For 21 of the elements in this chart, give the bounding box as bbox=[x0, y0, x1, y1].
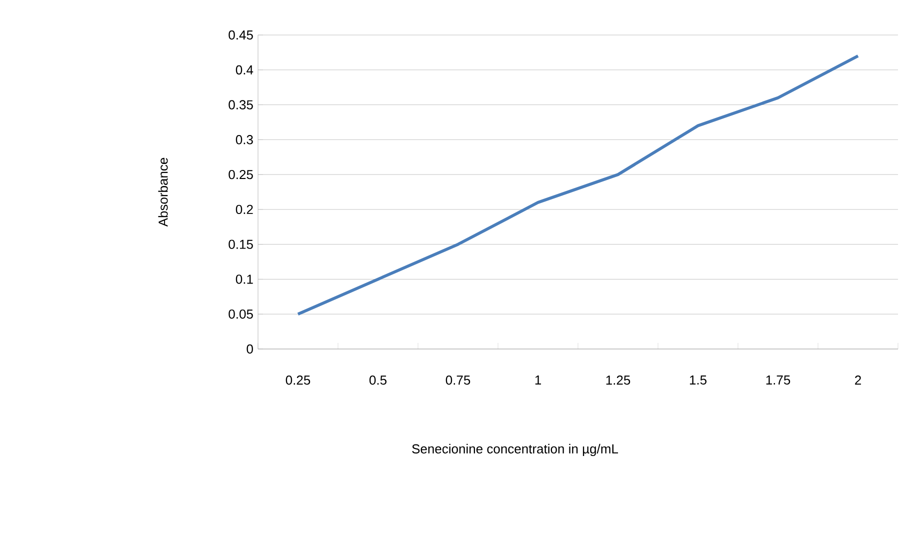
y-tick-label: 0.1 bbox=[236, 274, 253, 284]
y-tick-label: 0.35 bbox=[228, 100, 253, 110]
y-tick-label: 0.05 bbox=[228, 310, 253, 319]
x-tick-label: 1.75 bbox=[766, 376, 790, 385]
y-tick-label: 0.4 bbox=[236, 65, 254, 74]
y-tick-label: 0 bbox=[246, 344, 253, 354]
x-tick-label: 0.75 bbox=[446, 376, 470, 385]
y-tick-label: 0.25 bbox=[228, 170, 253, 180]
y-tick-label: 0.3 bbox=[236, 135, 253, 144]
x-tick-label: 1 bbox=[535, 376, 541, 384]
x-axis-title: Senecionine concentration in µg/mL bbox=[412, 444, 618, 456]
x-tick-label: 0.25 bbox=[286, 376, 310, 385]
x-tick-label: 2 bbox=[855, 376, 861, 385]
y-tick-label: 0.2 bbox=[236, 204, 253, 214]
y-axis-title: Absorbance bbox=[158, 158, 168, 227]
y-tick-label: 0.15 bbox=[228, 240, 253, 249]
y-tick-label: 0.45 bbox=[228, 30, 253, 40]
x-tick-label: 0.5 bbox=[369, 376, 386, 385]
x-tick-label: 1.5 bbox=[690, 376, 706, 385]
line-series bbox=[296, 54, 860, 316]
x-tick-label: 1.25 bbox=[606, 376, 630, 385]
